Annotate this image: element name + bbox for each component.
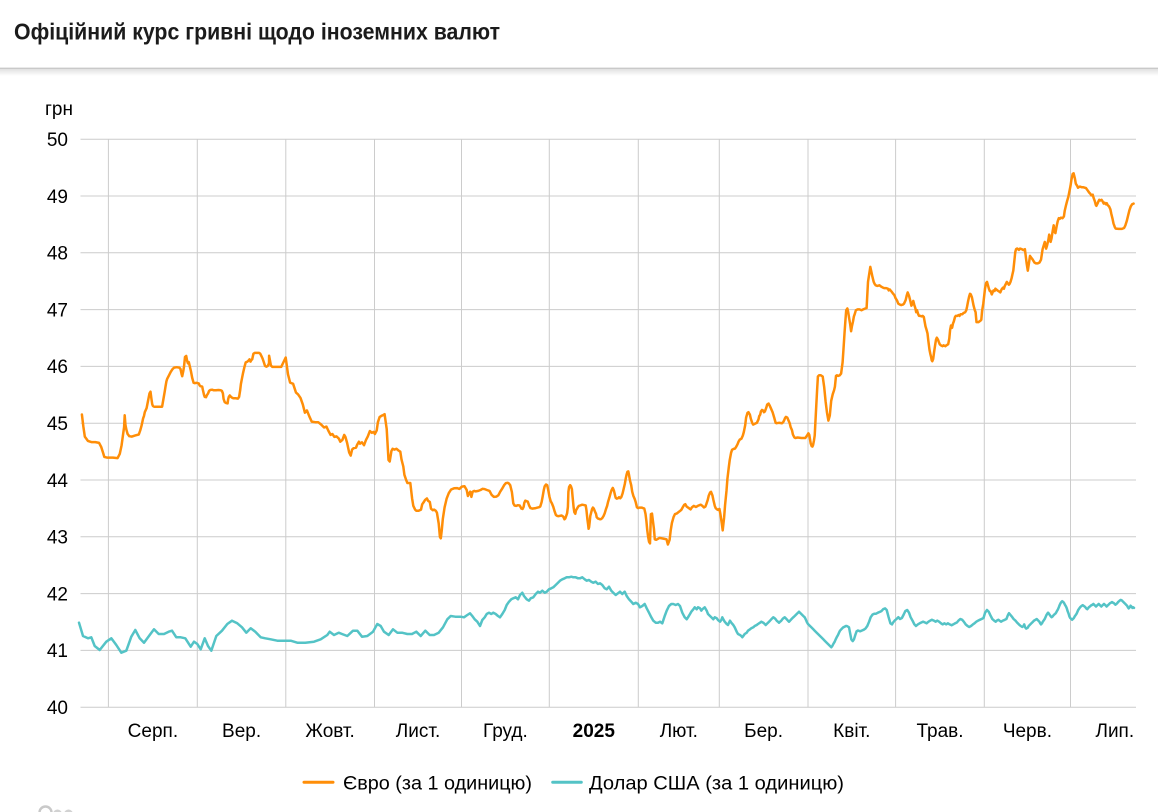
svg-text:40: 40 [47,698,68,719]
svg-text:42: 42 [47,584,68,605]
svg-text:Долар США (за 1 одиницю): Долар США (за 1 одиницю) [589,774,844,795]
svg-text:48: 48 [47,244,68,265]
svg-text:Лип.: Лип. [1095,721,1134,742]
svg-text:46: 46 [47,357,68,378]
svg-text:50: 50 [47,130,68,151]
svg-text:Бер.: Бер. [744,721,783,742]
svg-text:Вер.: Вер. [222,721,261,742]
svg-text:Офіційний курс гривні щодо іно: Офіційний курс гривні щодо іноземних вал… [14,18,500,44]
svg-text:49: 49 [47,187,68,208]
svg-text:Лист.: Лист. [396,721,440,742]
svg-text:Квіт.: Квіт. [833,721,870,742]
svg-text:Трав.: Трав. [916,721,963,742]
svg-text:43: 43 [47,528,68,549]
svg-text:Лют.: Лют. [660,721,698,742]
svg-text:44: 44 [47,471,69,492]
svg-text:Серп.: Серп. [128,721,178,742]
svg-text:Груд.: Груд. [483,721,528,742]
svg-text:47: 47 [47,300,68,321]
svg-text:Черв.: Черв. [1003,721,1052,742]
svg-text:Євро (за 1 одиницю): Євро (за 1 одиницю) [343,774,532,795]
svg-text:Жовт.: Жовт. [305,721,354,742]
svg-text:41: 41 [47,641,68,662]
svg-text:2025: 2025 [573,721,616,742]
svg-text:45: 45 [47,414,68,435]
svg-text:грн: грн [45,99,73,120]
